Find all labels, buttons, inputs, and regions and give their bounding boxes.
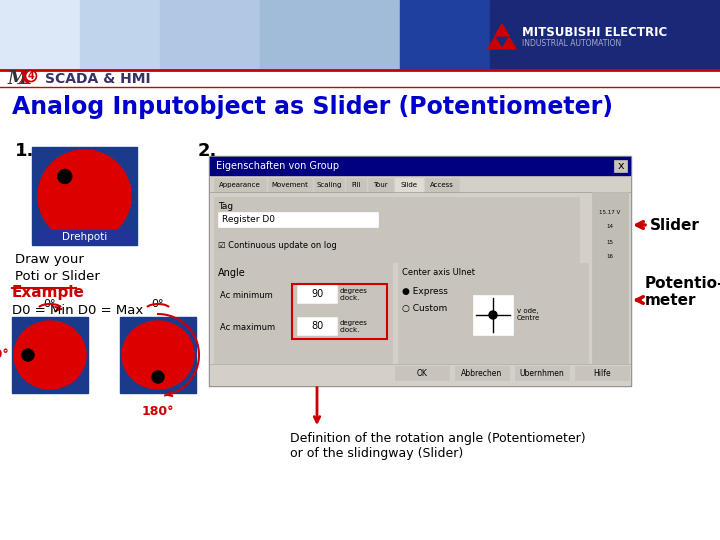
Text: degrees
clock.: degrees clock.	[340, 321, 368, 334]
Text: M: M	[8, 70, 28, 88]
Text: 90: 90	[311, 289, 323, 299]
Bar	[210, 157, 630, 385]
Bar	[400, 0, 490, 70]
Circle shape	[489, 311, 497, 319]
Text: Scaling: Scaling	[316, 182, 342, 188]
Bar	[268, 178, 312, 192]
Text: Slide: Slide	[400, 182, 418, 188]
Circle shape	[152, 371, 164, 383]
Text: Ac maximum: Ac maximum	[220, 322, 275, 332]
Bar	[298, 318, 336, 334]
Bar	[425, 178, 459, 192]
Text: Appearance: Appearance	[219, 182, 261, 188]
Text: OK: OK	[417, 368, 428, 377]
Text: 1.: 1.	[15, 142, 35, 160]
Text: Hilfe: Hilfe	[593, 368, 611, 377]
Bar	[395, 178, 423, 192]
Text: 180°: 180°	[142, 405, 174, 418]
Text: Access: Access	[430, 182, 454, 188]
Bar	[0, 0, 80, 70]
Text: 16: 16	[606, 254, 613, 260]
Bar	[473, 295, 513, 335]
Ellipse shape	[38, 150, 131, 242]
Text: ● Express: ● Express	[402, 287, 448, 295]
Bar	[37, 230, 132, 243]
Text: Angle: Angle	[218, 268, 246, 278]
Text: Abbrechen: Abbrechen	[462, 368, 503, 377]
Text: 15.17 V: 15.17 V	[599, 210, 621, 214]
Text: INDUSTRIAL AUTOMATION: INDUSTRIAL AUTOMATION	[522, 39, 621, 49]
Bar	[80, 0, 160, 70]
Text: 0°: 0°	[44, 299, 56, 309]
Bar	[368, 178, 393, 192]
Bar	[214, 263, 392, 363]
Bar	[214, 178, 266, 192]
Circle shape	[22, 349, 34, 361]
Polygon shape	[502, 37, 516, 49]
Bar	[214, 197, 579, 262]
Text: 15: 15	[606, 240, 613, 245]
Text: 90°: 90°	[0, 348, 9, 361]
Bar	[260, 0, 400, 70]
Bar	[398, 263, 588, 363]
Text: degrees
clock.: degrees clock.	[340, 288, 368, 301]
Bar	[32, 147, 137, 245]
Text: 2.: 2.	[198, 142, 217, 160]
Text: 14: 14	[606, 225, 613, 230]
Bar	[314, 178, 344, 192]
Polygon shape	[495, 24, 509, 36]
Bar	[575, 366, 629, 380]
Text: ○ Custom: ○ Custom	[402, 305, 447, 314]
Polygon shape	[488, 37, 502, 49]
Bar	[298, 286, 336, 302]
Text: Ac minimum: Ac minimum	[220, 291, 273, 300]
Text: x: x	[618, 161, 624, 171]
Circle shape	[58, 170, 72, 184]
Ellipse shape	[122, 321, 194, 389]
Text: Example: Example	[12, 285, 85, 300]
Bar	[120, 317, 196, 393]
Bar	[614, 160, 627, 172]
Bar	[160, 0, 260, 70]
Text: Tag: Tag	[218, 202, 233, 211]
Text: Tour: Tour	[373, 182, 388, 188]
Text: 0°: 0°	[152, 299, 164, 309]
Bar	[490, 0, 720, 70]
Text: Fill: Fill	[351, 182, 361, 188]
Text: Register D0: Register D0	[222, 215, 275, 225]
Bar	[592, 192, 628, 363]
Text: Movement: Movement	[271, 182, 308, 188]
Text: Potentio-
meter: Potentio- meter	[645, 276, 720, 308]
Text: v ode,
Centre: v ode, Centre	[517, 308, 540, 321]
Bar	[292, 284, 387, 339]
Text: Ubernhmen: Ubernhmen	[520, 368, 564, 377]
Ellipse shape	[14, 321, 86, 389]
Text: 80: 80	[311, 321, 323, 331]
Text: Definition of the rotation angle (Potentiometer)
or of the slidingway (Slider): Definition of the rotation angle (Potent…	[290, 432, 585, 460]
Bar	[395, 366, 449, 380]
Text: Slider: Slider	[650, 218, 700, 233]
Bar	[218, 212, 378, 227]
Bar	[0, 70, 720, 87]
Bar	[12, 317, 88, 393]
Text: Drehpoti: Drehpoti	[62, 232, 107, 242]
Text: Draw your
Poti or Slider: Draw your Poti or Slider	[15, 253, 100, 283]
Text: 4: 4	[27, 71, 35, 81]
Text: Center axis Ulnet: Center axis Ulnet	[402, 268, 475, 277]
Bar	[455, 366, 509, 380]
Bar	[210, 157, 630, 175]
Text: D0 = Min D0 = Max: D0 = Min D0 = Max	[12, 304, 143, 317]
Circle shape	[25, 71, 37, 82]
Bar	[209, 156, 631, 386]
Text: ☑ Continuous update on log: ☑ Continuous update on log	[218, 240, 337, 249]
Text: X: X	[18, 70, 32, 88]
Text: Analog Inputobject as Slider (Potentiometer): Analog Inputobject as Slider (Potentiome…	[12, 95, 613, 119]
Bar	[346, 178, 366, 192]
Text: MITSUBISHI ELECTRIC: MITSUBISHI ELECTRIC	[522, 26, 667, 39]
Text: Eigenschaften von Group: Eigenschaften von Group	[216, 161, 339, 171]
Bar	[515, 366, 569, 380]
Text: SCADA & HMI: SCADA & HMI	[45, 72, 150, 86]
